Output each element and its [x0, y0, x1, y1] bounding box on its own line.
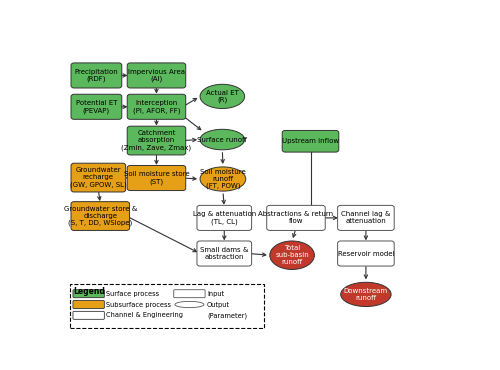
Text: Surface runoff: Surface runoff	[198, 137, 248, 142]
FancyBboxPatch shape	[338, 205, 394, 231]
FancyBboxPatch shape	[197, 205, 252, 231]
Text: Small dams &
abstraction: Small dams & abstraction	[200, 247, 248, 260]
FancyBboxPatch shape	[127, 165, 186, 191]
Text: Potential ET
(PEVAP): Potential ET (PEVAP)	[76, 100, 117, 114]
Text: Soil moisture store
(ST): Soil moisture store (ST)	[124, 171, 190, 185]
Ellipse shape	[200, 129, 244, 150]
Bar	[70, 284, 264, 328]
FancyBboxPatch shape	[73, 311, 104, 319]
FancyBboxPatch shape	[127, 63, 186, 88]
Text: Total
sub-basin
runoff: Total sub-basin runoff	[275, 245, 309, 265]
Text: Legend: Legend	[74, 286, 105, 296]
Text: Groundwater store &
discharge
(S, T, DD, WSlope): Groundwater store & discharge (S, T, DD,…	[64, 206, 137, 226]
FancyBboxPatch shape	[71, 94, 122, 120]
Text: Interception
(PI, AFOR, FF): Interception (PI, AFOR, FF)	[132, 100, 180, 114]
FancyBboxPatch shape	[282, 131, 339, 152]
FancyBboxPatch shape	[71, 63, 122, 88]
Text: (Parameter): (Parameter)	[207, 312, 247, 319]
Text: Surface process: Surface process	[106, 291, 160, 297]
Text: Catchment
absorption
(Zmin, Zave, Zmax): Catchment absorption (Zmin, Zave, Zmax)	[122, 130, 192, 151]
FancyBboxPatch shape	[73, 300, 104, 309]
FancyBboxPatch shape	[127, 126, 186, 155]
FancyBboxPatch shape	[197, 241, 252, 266]
Text: Channel lag &
attenuation: Channel lag & attenuation	[341, 211, 390, 224]
FancyBboxPatch shape	[71, 202, 130, 231]
Ellipse shape	[175, 302, 204, 307]
Ellipse shape	[340, 282, 391, 306]
Text: Lag & attenuation
(TL, CL): Lag & attenuation (TL, CL)	[192, 211, 256, 225]
FancyBboxPatch shape	[73, 290, 104, 298]
Text: Impervious Area
(AI): Impervious Area (AI)	[128, 69, 185, 82]
Text: Precipitation
(RDF): Precipitation (RDF)	[74, 69, 118, 82]
FancyBboxPatch shape	[174, 290, 205, 298]
FancyBboxPatch shape	[338, 241, 394, 266]
FancyBboxPatch shape	[71, 163, 126, 192]
Text: Output: Output	[207, 302, 230, 307]
Text: Channel & Engineering: Channel & Engineering	[106, 312, 184, 318]
Ellipse shape	[200, 167, 246, 191]
FancyBboxPatch shape	[266, 205, 325, 231]
Text: Downstream
runoff: Downstream runoff	[344, 288, 388, 301]
Text: Input: Input	[207, 291, 224, 297]
FancyBboxPatch shape	[127, 94, 186, 120]
Text: Groundwater
recharge
(GW, GPOW, SL): Groundwater recharge (GW, GPOW, SL)	[70, 167, 126, 188]
Ellipse shape	[200, 84, 244, 108]
Text: Upstream inflow: Upstream inflow	[282, 138, 339, 144]
Text: Actual ET
(R): Actual ET (R)	[206, 90, 239, 103]
Text: Subsurface process: Subsurface process	[106, 302, 172, 307]
Text: Reservoir model: Reservoir model	[338, 250, 394, 256]
Text: Abstractions & return
flow: Abstractions & return flow	[258, 211, 334, 224]
Text: Soil moisture
runoff
(FT, POW): Soil moisture runoff (FT, POW)	[200, 169, 246, 189]
Ellipse shape	[270, 241, 314, 269]
